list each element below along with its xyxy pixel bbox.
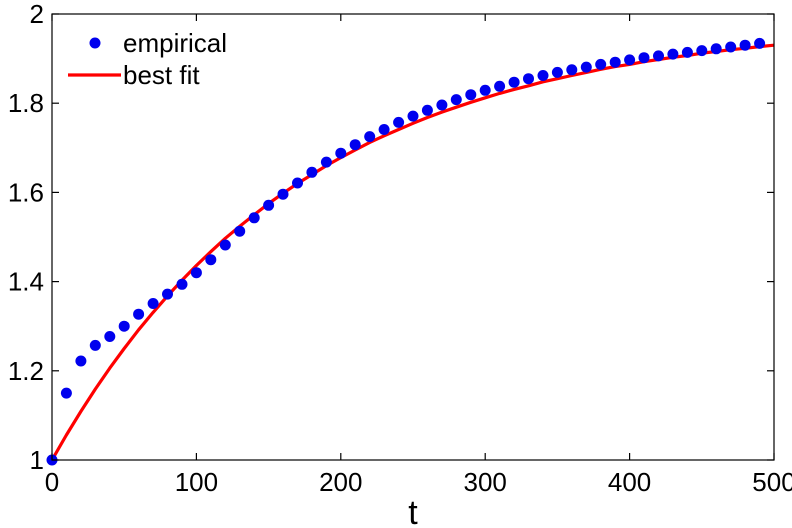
data-point-empirical xyxy=(696,45,708,57)
data-point-empirical xyxy=(479,84,491,96)
data-point-empirical xyxy=(133,308,145,320)
x-axis-label: t xyxy=(408,494,418,528)
data-point-empirical xyxy=(176,278,188,290)
data-point-empirical xyxy=(75,355,87,367)
data-point-empirical xyxy=(523,73,534,85)
data-point-empirical xyxy=(421,104,433,116)
legend-marker-empirical xyxy=(89,37,101,49)
data-point-empirical xyxy=(436,99,448,111)
y-tick-label: 1.4 xyxy=(8,267,44,297)
x-tick-label: 400 xyxy=(608,467,651,497)
data-point-empirical xyxy=(754,37,766,49)
x-tick-label: 100 xyxy=(175,467,218,497)
data-point-empirical xyxy=(595,58,607,70)
data-point-empirical xyxy=(653,50,664,62)
data-point-empirical xyxy=(667,48,679,60)
data-point-empirical xyxy=(551,66,563,78)
legend-label-best-fit: best fit xyxy=(123,60,200,90)
data-point-empirical xyxy=(263,199,275,211)
data-point-empirical xyxy=(219,239,231,251)
data-point-empirical xyxy=(335,147,347,159)
data-point-empirical xyxy=(508,76,520,88)
y-tick-label: 1.2 xyxy=(8,356,44,386)
data-point-empirical xyxy=(378,124,390,135)
legend-label-empirical: empirical xyxy=(123,28,227,58)
data-point-empirical xyxy=(205,254,217,266)
data-point-empirical xyxy=(494,80,506,92)
data-point-empirical xyxy=(104,331,116,342)
data-point-empirical xyxy=(306,166,318,178)
data-point-empirical xyxy=(537,70,549,81)
data-point-empirical xyxy=(292,177,303,189)
data-point-empirical xyxy=(364,131,376,143)
x-tick-label: 300 xyxy=(464,467,507,497)
data-point-empirical xyxy=(248,212,260,224)
data-point-empirical xyxy=(277,188,289,200)
y-tick-label: 1.8 xyxy=(8,88,44,118)
data-point-empirical xyxy=(710,43,722,55)
x-tick-label: 0 xyxy=(45,467,59,497)
x-tick-label: 500 xyxy=(752,467,792,497)
data-point-empirical xyxy=(566,64,578,76)
data-point-empirical xyxy=(162,288,173,300)
axis-ticks: 0 100 200 300 400 500 1 1.2 1.4 1.6 1.8 2 xyxy=(8,0,792,497)
data-point-empirical xyxy=(234,225,246,237)
data-point-empirical xyxy=(60,387,72,399)
data-point-empirical xyxy=(638,52,650,64)
data-point-empirical xyxy=(147,298,159,309)
data-point-empirical xyxy=(450,94,462,106)
data-point-empirical xyxy=(465,89,477,101)
data-point-empirical xyxy=(725,41,737,53)
plot-area xyxy=(46,37,775,466)
data-point-empirical xyxy=(580,61,592,73)
data-point-empirical xyxy=(190,267,202,279)
data-point-empirical xyxy=(624,54,636,66)
data-point-empirical xyxy=(681,46,693,58)
data-point-empirical xyxy=(407,110,419,122)
y-tick-label: 2 xyxy=(30,0,44,29)
x-tick-label: 200 xyxy=(319,467,362,497)
data-point-empirical xyxy=(118,320,130,332)
series-line-best-fit xyxy=(50,43,775,461)
y-tick-label: 1 xyxy=(30,445,44,475)
axes-frame xyxy=(51,13,775,461)
data-point-empirical xyxy=(609,56,621,68)
legend: empirical best fit xyxy=(68,28,227,90)
data-point-empirical xyxy=(349,139,361,151)
y-tick-label: 1.6 xyxy=(8,177,44,207)
data-point-empirical xyxy=(320,156,332,168)
data-point-empirical xyxy=(89,339,101,351)
data-point-empirical xyxy=(739,39,751,51)
data-point-empirical xyxy=(393,116,405,128)
